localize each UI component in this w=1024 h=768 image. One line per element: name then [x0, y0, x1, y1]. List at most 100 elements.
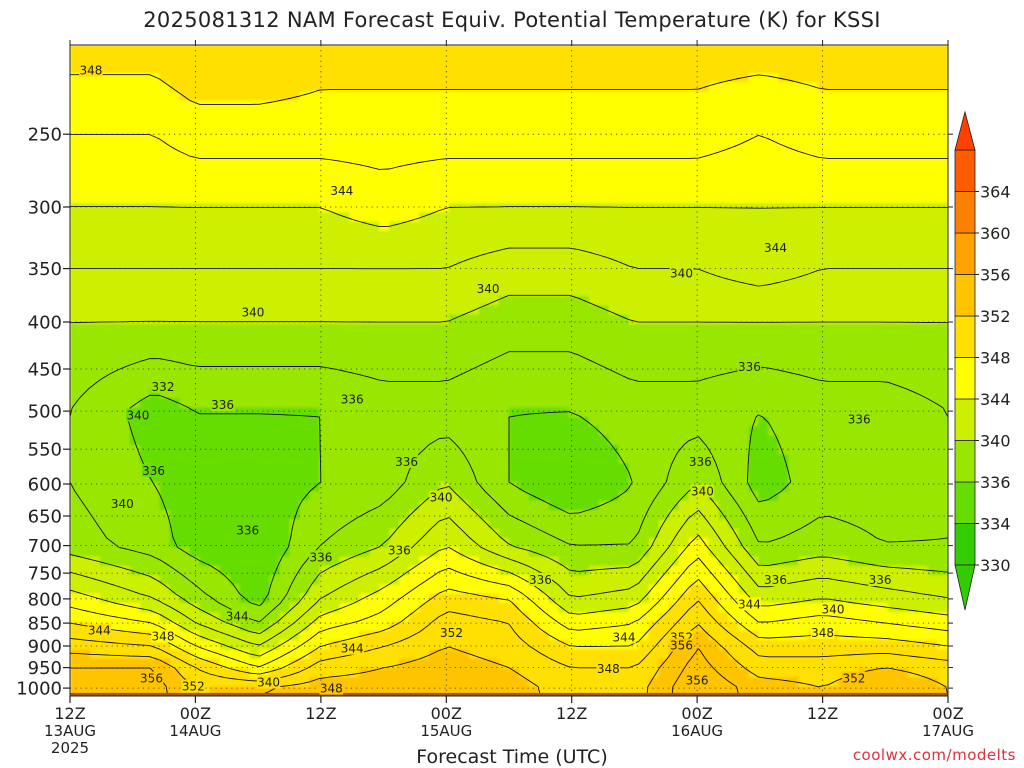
field-cell: [179, 277, 191, 288]
field-cell: [888, 463, 899, 474]
field-cell: [339, 45, 350, 55]
field-cell: [728, 379, 740, 390]
field-cell: [788, 379, 799, 390]
field-cell: [379, 156, 390, 167]
field-cell: [79, 519, 91, 530]
field-cell: [688, 286, 700, 297]
field-cell: [139, 351, 151, 362]
field-cell: [798, 342, 809, 353]
field-cell: [489, 370, 500, 381]
field-cell: [848, 193, 859, 204]
field-cell: [459, 324, 470, 334]
field-cell: [698, 333, 710, 344]
field-cell: [888, 72, 899, 83]
field-cell: [658, 249, 670, 260]
field-cell: [598, 249, 610, 260]
field-cell: [139, 361, 151, 372]
field-cell: [119, 249, 131, 260]
field-cell: [199, 212, 211, 223]
field-cell: [518, 221, 530, 232]
field-cell: [269, 54, 281, 65]
field-cell: [319, 454, 331, 465]
field-cell: [528, 314, 540, 325]
field-cell: [658, 417, 670, 427]
field-cell: [299, 110, 311, 120]
field-cell: [369, 45, 380, 55]
field-cell: [538, 82, 550, 93]
field-cell: [239, 444, 251, 455]
field-cell: [359, 147, 370, 158]
field-cell: [648, 407, 660, 418]
field-cell: [479, 110, 490, 120]
field-cell: [499, 370, 510, 381]
field-cell: [469, 221, 480, 232]
field-cell: [449, 472, 460, 483]
field-cell: [628, 138, 640, 148]
field-cell: [219, 221, 231, 232]
field-cell: [528, 417, 540, 427]
field-cell: [369, 221, 380, 232]
field-cell: [618, 537, 630, 548]
field-cell: [339, 203, 350, 213]
field-cell: [259, 435, 271, 446]
field-cell: [638, 82, 650, 93]
field-cell: [838, 435, 849, 446]
field-cell: [718, 128, 730, 139]
field-cell: [469, 454, 480, 465]
field-cell: [249, 240, 261, 251]
field-cell: [479, 128, 490, 139]
field-cell: [479, 417, 490, 427]
field-cell: [708, 231, 720, 241]
field-cell: [838, 165, 849, 176]
field-cell: [439, 184, 450, 195]
field-cell: [728, 463, 740, 474]
field-cell: [888, 426, 899, 437]
field-cell: [938, 268, 948, 279]
field-cell: [489, 258, 500, 269]
field-cell: [588, 277, 600, 288]
field-cell: [908, 277, 919, 288]
field-cell: [598, 305, 610, 316]
field-cell: [608, 165, 620, 176]
field-cell: [938, 454, 948, 465]
field-cell: [748, 54, 760, 65]
field-cell: [489, 268, 500, 279]
field-cell: [588, 286, 600, 297]
field-cell: [99, 417, 111, 427]
field-cell: [99, 72, 111, 83]
field-cell: [459, 147, 470, 158]
field-cell: [728, 407, 740, 418]
field-cell: [509, 324, 520, 334]
field-cell: [339, 556, 350, 567]
field-cell: [538, 296, 550, 306]
field-cell: [738, 193, 750, 204]
field-cell: [608, 221, 620, 232]
field-cell: [189, 249, 201, 260]
field-cell: [139, 184, 151, 195]
field-cell: [758, 156, 770, 167]
field-cell: [399, 389, 410, 399]
field-cell: [269, 528, 281, 539]
field-cell: [708, 268, 720, 279]
field-cell: [109, 463, 121, 474]
field-cell: [718, 547, 730, 558]
field-cell: [189, 444, 201, 455]
field-cell: [858, 240, 869, 251]
field-cell: [229, 491, 241, 502]
field-cell: [788, 249, 799, 260]
field-cell: [109, 407, 121, 418]
field-cell: [688, 54, 700, 65]
field-cell: [99, 407, 111, 418]
field-cell: [748, 491, 760, 502]
field-cell: [758, 296, 770, 306]
field-cell: [149, 435, 161, 446]
field-cell: [149, 231, 161, 241]
field-cell: [708, 184, 720, 195]
field-cell: [658, 556, 670, 567]
field-cell: [628, 444, 640, 455]
field-cell: [538, 286, 550, 297]
field-cell: [189, 370, 201, 381]
field-cell: [858, 379, 869, 390]
field-cell: [638, 454, 650, 465]
field-cell: [658, 528, 670, 539]
